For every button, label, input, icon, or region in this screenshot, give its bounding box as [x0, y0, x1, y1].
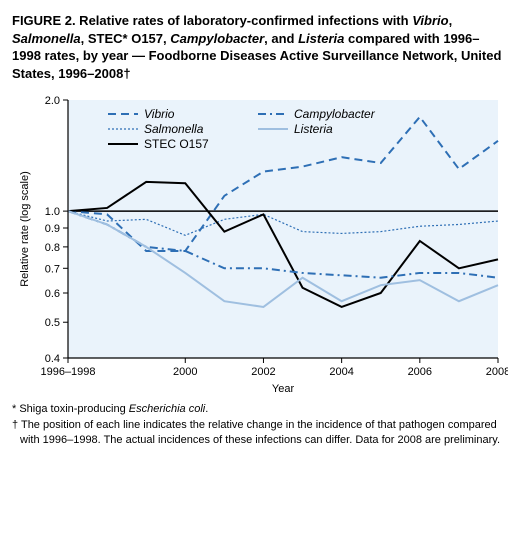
svg-text:Vibrio: Vibrio	[144, 107, 175, 121]
svg-text:2004: 2004	[329, 366, 353, 378]
figure-title: FIGURE 2. Relative rates of laboratory-c…	[12, 12, 508, 82]
svg-text:2.0: 2.0	[45, 95, 60, 107]
svg-text:0.9: 0.9	[45, 223, 60, 235]
svg-text:Campylobacter: Campylobacter	[294, 107, 376, 121]
svg-text:1.0: 1.0	[45, 206, 60, 218]
svg-text:STEC O157: STEC O157	[144, 137, 209, 151]
svg-text:Salmonella: Salmonella	[144, 122, 204, 136]
svg-text:0.8: 0.8	[45, 242, 60, 254]
svg-text:1996–1998: 1996–1998	[40, 366, 95, 378]
line-chart: 0.4 0.5 0.6 0.7 0.8 0.9 1.0 2.0 1996–1998 2000 200…	[12, 88, 508, 398]
footnote-1: * Shiga toxin-producing Escherichia coli…	[12, 402, 508, 416]
svg-text:2000: 2000	[173, 366, 197, 378]
svg-text:2008: 2008	[486, 366, 508, 378]
svg-text:Listeria: Listeria	[294, 122, 333, 136]
svg-text:Relative rate (log scale): Relative rate (log scale)	[19, 171, 31, 287]
footnotes: * Shiga toxin-producing Escherichia coli…	[12, 402, 508, 447]
footnote-2: † The position of each line indicates th…	[12, 418, 508, 447]
chart-svg: 0.4 0.5 0.6 0.7 0.8 0.9 1.0 2.0 1996–1998 2000 200…	[12, 88, 508, 398]
svg-text:0.6: 0.6	[45, 288, 60, 300]
svg-text:Year: Year	[272, 383, 295, 395]
svg-text:2002: 2002	[251, 366, 275, 378]
svg-text:0.7: 0.7	[45, 263, 60, 275]
svg-text:0.4: 0.4	[45, 353, 60, 365]
svg-text:0.5: 0.5	[45, 317, 60, 329]
svg-text:2006: 2006	[408, 366, 432, 378]
